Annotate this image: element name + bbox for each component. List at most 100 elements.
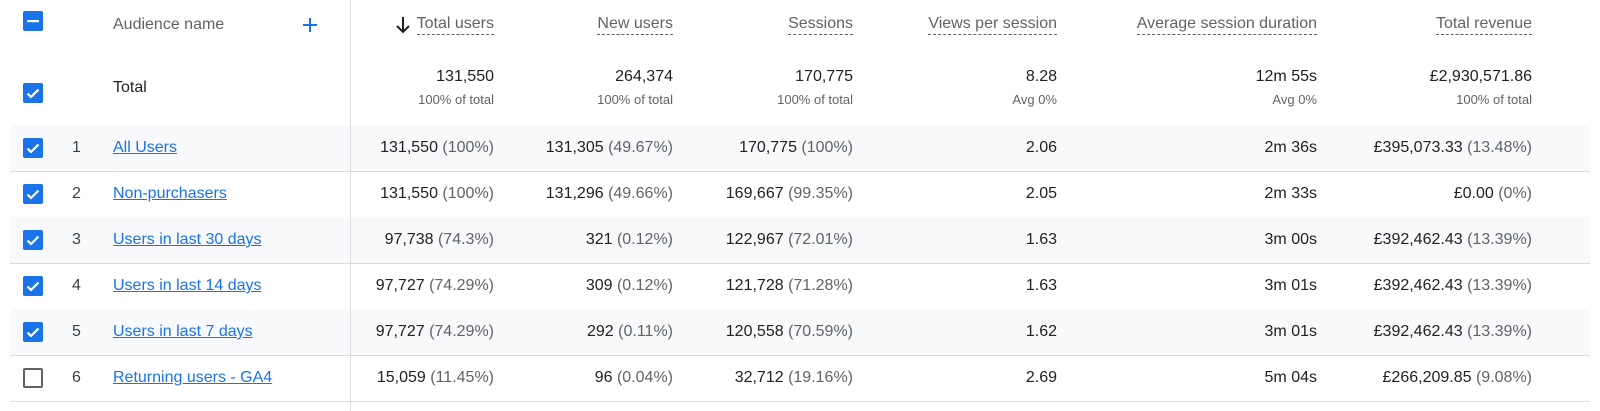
total-revenue-total: £2,930,571.86 100% of total [1430,50,1532,125]
avg-session-duration-cell: 3m 00s [1265,217,1317,263]
total-users-pct: (74.29%) [429,277,494,294]
totals-label: Total [113,50,147,125]
avg-session-duration-cell: 3m 01s [1265,309,1317,355]
check-icon [26,88,40,99]
total-revenue-header[interactable]: Total revenue [1435,0,1532,50]
audience-link[interactable]: Non-purchasers [113,185,227,202]
row-checkbox[interactable] [23,276,43,296]
add-dimension-button[interactable] [298,0,322,50]
audience-link[interactable]: Users in last 14 days [113,277,262,294]
row-checkbox[interactable] [23,184,43,204]
total-users-pct: (74.3%) [437,231,494,248]
total-revenue-pct: (9.08%) [1475,369,1532,386]
row-index-text: 2 [72,185,81,202]
audience-name-cell: Non-purchasers [113,171,227,217]
avg-session-duration-cell: 2m 36s [1265,125,1317,171]
views-per-session-value: 2.69 [1025,369,1057,386]
new-users-total-sub: 100% of total [597,92,673,107]
sessions-value: 32,712 [734,369,784,386]
new-users-header[interactable]: New users [597,0,673,50]
total-users-value: 97,727 [375,277,425,294]
sessions-cell: 32,712 (19.16%) [735,355,853,401]
views-per-session-value: 1.63 [1025,231,1057,248]
new-users-cell: 321 (0.12%) [586,217,673,263]
audience-name-cell: Returning users - GA4 [113,355,272,401]
check-icon [26,189,40,200]
sessions-pct: (99.35%) [788,185,853,202]
total-revenue-cell: £0.00 (0%) [1454,171,1532,217]
row-index-text: 4 [72,277,81,294]
sessions-cell: 169,667 (99.35%) [726,171,853,217]
new-users-value: 96 [594,369,613,386]
totals-checkbox[interactable] [23,83,43,103]
table-row: 4 Users in last 14 days 97,727 (74.29%) … [10,263,1590,310]
avg-session-duration-total-value: 12m 55s [1255,68,1317,85]
avg-session-duration-total-sub: Avg 0% [1272,92,1317,107]
avg-session-duration-value: 3m 01s [1264,277,1317,294]
new-users-value: 131,296 [545,185,604,202]
new-users-pct: (0.04%) [616,369,673,386]
audience-name-cell: Users in last 14 days [113,263,262,309]
select-all-checkbox[interactable] [23,11,43,31]
total-users-header[interactable]: Total users [395,0,494,50]
total-users-value: 131,550 [380,185,438,202]
total-users-value: 15,059 [376,369,426,386]
total-users-value: 97,727 [375,323,425,340]
row-index: 5 [72,309,81,355]
total-users-cell: 131,550 (100%) [380,171,494,217]
avg-session-duration-value: 5m 04s [1264,369,1317,386]
sessions-header-label: Sessions [788,15,853,35]
row-checkbox[interactable] [23,322,43,342]
arrow-down-icon [395,17,410,34]
new-users-total-value: 264,374 [615,68,673,85]
sessions-cell: 122,967 (72.01%) [726,217,853,263]
new-users-header-label: New users [597,15,673,35]
audience-link[interactable]: Returning users - GA4 [113,369,273,386]
new-users-cell: 292 (0.11%) [587,309,673,355]
new-users-pct: (49.66%) [608,185,673,202]
audience-link[interactable]: All Users [113,139,178,156]
total-revenue-value: £395,073.33 [1373,139,1463,156]
row-index: 1 [72,125,81,171]
total-users-value: 131,550 [380,139,438,156]
check-icon [26,235,40,246]
row-index-text: 3 [72,231,81,248]
sessions-header[interactable]: Sessions [788,0,853,50]
total-revenue-cell: £392,462.43 (13.39%) [1374,263,1532,309]
total-users-pct: (11.45%) [430,369,494,386]
row-index: 2 [72,171,81,217]
total-revenue-cell: £392,462.43 (13.39%) [1374,217,1532,263]
audience-link[interactable]: Users in last 30 days [113,231,262,248]
new-users-value: 292 [587,323,614,340]
total-revenue-cell: £266,209.85 (9.08%) [1383,355,1532,401]
sessions-total: 170,775 100% of total [777,50,853,125]
total-revenue-total-value: £2,930,571.86 [1429,68,1532,85]
sessions-pct: (100%) [801,139,853,156]
avg-session-duration-value: 2m 36s [1264,139,1317,156]
plus-icon [303,18,317,32]
avg-session-duration-value: 3m 01s [1264,323,1317,340]
row-index: 6 [72,355,81,401]
row-checkbox[interactable] [23,368,43,388]
views-per-session-cell: 2.69 [1026,355,1057,401]
row-checkbox[interactable] [23,230,43,250]
sessions-value: 121,728 [725,277,784,294]
total-revenue-value: £392,462.43 [1373,277,1463,294]
new-users-value: 309 [585,277,613,294]
total-users-cell: 15,059 (11.45%) [377,355,494,401]
table-row: 3 Users in last 30 days 97,738 (74.3%) 3… [10,217,1590,264]
new-users-pct: (0.11%) [618,323,673,340]
total-users-pct: (100%) [442,185,494,202]
header-row: Audience name Total users New users Sess… [10,0,1590,50]
new-users-pct: (49.67%) [608,139,673,156]
total-users-pct: (100%) [442,139,494,156]
views-per-session-header[interactable]: Views per session [928,0,1057,50]
table-row: 1 All Users 131,550 (100%) 131,305 (49.6… [10,125,1590,172]
audience-link[interactable]: Users in last 7 days [113,323,253,340]
row-checkbox[interactable] [23,138,43,158]
avg-session-duration-header[interactable]: Average session duration [1136,0,1317,50]
audience-name-header[interactable]: Audience name [113,0,224,50]
views-per-session-total-sub: Avg 0% [1012,92,1057,107]
sessions-pct: (19.16%) [788,369,853,386]
